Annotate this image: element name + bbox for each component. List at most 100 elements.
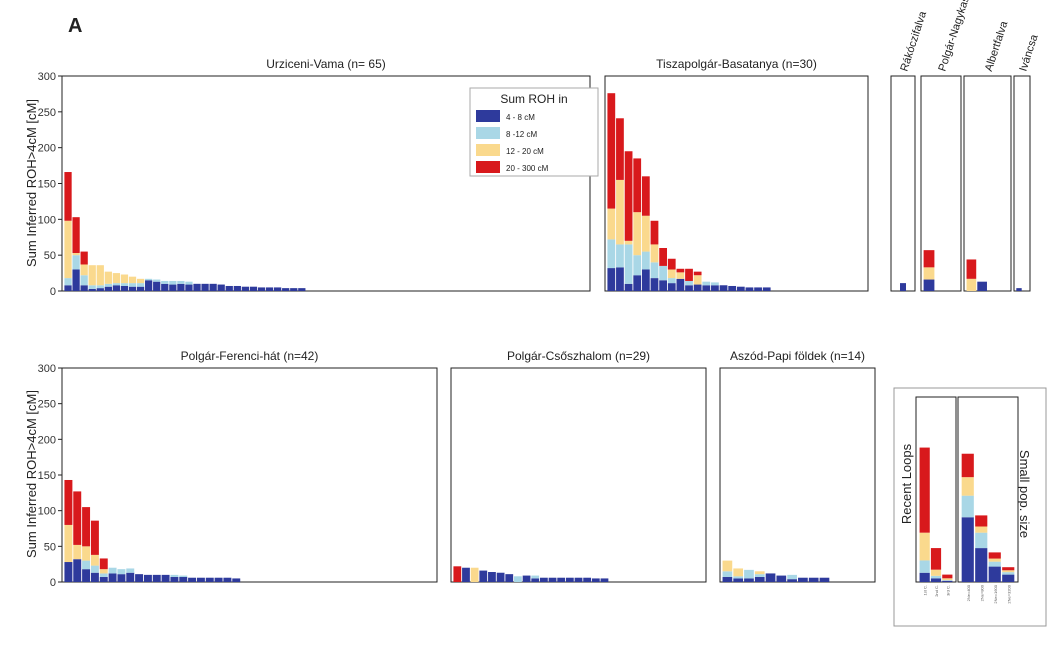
bar-segment-8-12 — [80, 275, 88, 286]
bar-segment-8-12 — [659, 265, 667, 281]
bar-segment-20-300 — [930, 548, 942, 570]
bar-segment-4-8 — [153, 281, 161, 291]
bar-segment-4-8 — [975, 548, 988, 582]
bar-segment-4-8 — [765, 573, 776, 582]
bar-segment-20-300 — [80, 251, 88, 265]
bar-segment-4-8 — [170, 577, 179, 582]
bar-segment-4-8 — [136, 286, 145, 291]
bar-segment-8-12 — [179, 575, 188, 578]
bar-segment-4-8 — [117, 574, 126, 582]
bar-segment-4-8 — [591, 578, 600, 582]
bar-segment-8-12 — [153, 279, 161, 282]
bar-segment-4-8 — [108, 573, 117, 582]
y-tick-label: 0 — [50, 577, 56, 589]
bar-segment-4-8 — [214, 577, 223, 582]
x-tick-label: 2nd C. — [934, 585, 939, 597]
bar-segment-12-20 — [607, 208, 616, 240]
plot-frame — [450, 367, 707, 583]
bar-segment-4-8 — [274, 287, 282, 291]
bar-segment-4-8 — [762, 287, 771, 291]
bar-segment-12-20 — [754, 571, 765, 575]
bar-segment-4-8 — [719, 285, 728, 291]
bar-segment-4-8 — [961, 517, 974, 582]
chart-rakoczifalva: Rákóczifalva — [890, 9, 929, 292]
bar-segment-4-8 — [193, 283, 201, 291]
bar-segment-12-20 — [112, 273, 121, 284]
y-tick-label: 250 — [38, 107, 56, 119]
bar-segment-4-8 — [977, 281, 987, 291]
bar-segment-4-8 — [177, 283, 185, 291]
bar-segment-20-300 — [72, 217, 80, 254]
bar-segment-4-8 — [745, 287, 754, 291]
bar-segment-20-300 — [90, 520, 99, 555]
bar-segment-4-8 — [88, 288, 96, 291]
bar-segment-4-8 — [145, 280, 153, 291]
plot-frame — [604, 75, 869, 292]
bar-segment-8-12 — [633, 255, 642, 276]
bar-segment-20-300 — [82, 507, 91, 547]
bar-segment-12-20 — [733, 568, 744, 577]
bar-segment-8-12 — [754, 574, 765, 577]
chart-title: Aszód-Papi földek (n=14) — [730, 349, 865, 363]
y-tick-label: 100 — [38, 506, 56, 518]
bar-segment-4-8 — [120, 285, 129, 291]
bar-segment-8-12 — [641, 251, 650, 270]
bar-segment-8-12 — [128, 283, 137, 287]
bar-segment-20-300 — [975, 515, 988, 527]
chart-title: Iváncsa — [1017, 32, 1040, 73]
x-tick-label: 1st C. — [923, 585, 928, 595]
bar-segment-20-300 — [633, 158, 642, 213]
bar-segment-20-300 — [641, 176, 650, 216]
chart-polgar-csoszhalom: Polgár-Csőszhalom (n=29) — [450, 349, 707, 583]
bar-segment-4-8 — [257, 287, 266, 291]
bar-segment-8-12 — [650, 262, 659, 279]
bar-segment-4-8 — [112, 285, 121, 291]
chart-tiszapolgar: Tiszapolgár-Basatanya (n=30) — [604, 57, 869, 292]
bar-segment-4-8 — [241, 286, 250, 291]
bar-segment-12-20 — [942, 578, 953, 581]
bar-segment-12-20 — [961, 477, 974, 496]
legend-swatch-4-8 — [476, 110, 500, 122]
bar-segment-4-8 — [1016, 288, 1022, 291]
bar-segment-12-20 — [64, 524, 73, 563]
bar-segment-4-8 — [232, 578, 241, 582]
bar-segment-4-8 — [919, 572, 930, 582]
bar-segment-8-12 — [120, 283, 129, 286]
x-tick-label: 2Ne=800 — [979, 584, 984, 601]
bar-segment-4-8 — [205, 577, 214, 582]
bar-segment-20-300 — [607, 93, 616, 209]
bar-segment-12-20 — [120, 274, 129, 284]
bar-segment-8-12 — [607, 239, 616, 269]
bar-segment-20-300 — [966, 259, 977, 279]
bar-segment-4-8 — [505, 574, 514, 582]
bar-segment-8-12 — [667, 278, 676, 284]
bar-segment-8-12 — [685, 280, 693, 286]
bar-segment-4-8 — [988, 566, 1001, 582]
bar-segment-4-8 — [650, 278, 659, 291]
y-tick-label: 100 — [38, 214, 56, 226]
bar-segment-4-8 — [600, 578, 609, 582]
bar-segment-4-8 — [607, 268, 616, 291]
bar-segment-8-12 — [744, 569, 754, 579]
small-pop-label: Small pop. size — [1017, 450, 1032, 538]
bar-segment-8-12 — [145, 278, 153, 281]
chart-title: Albertfalva — [983, 19, 1011, 73]
plot-frame — [890, 75, 916, 292]
ylabel-bottom: Sum Inferred ROH>4cM [cM] — [24, 390, 39, 558]
bar-segment-20-300 — [693, 271, 702, 276]
bar-segment-8-12 — [930, 575, 942, 579]
bar-segment-8-12 — [624, 244, 633, 284]
legend-label-20-300: 20 - 300 cM — [506, 164, 549, 173]
bar-segment-4-8 — [152, 574, 161, 582]
y-tick-label: 150 — [38, 470, 56, 482]
bar-segment-8-12 — [514, 576, 522, 582]
bar-segment-4-8 — [798, 577, 808, 582]
bar-segment-12-20 — [82, 546, 91, 561]
bar-segment-20-300 — [1002, 567, 1015, 571]
bar-segment-8-12 — [733, 576, 744, 579]
bar-segment-4-8 — [282, 288, 290, 291]
bar-segment-8-12 — [108, 567, 117, 574]
bar-segment-4-8 — [298, 288, 306, 291]
bar-segment-4-8 — [583, 577, 592, 582]
